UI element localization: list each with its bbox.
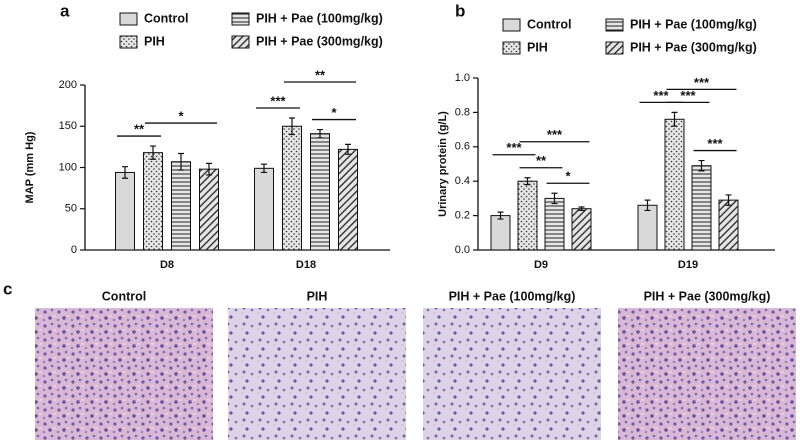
histology-image — [228, 308, 406, 440]
legend-swatch — [119, 35, 138, 49]
bar — [171, 161, 191, 251]
legend-label: PIH + Pae (100mg/kg) — [630, 17, 757, 31]
error-bar — [644, 199, 651, 212]
image-title: PIH + Pae (300mg/kg) — [644, 289, 771, 303]
histology-image — [35, 308, 213, 440]
x-tick-label: D8 — [160, 259, 174, 271]
significance-label: * — [178, 108, 184, 123]
y-tick-label: 100 — [59, 161, 77, 173]
error-bar — [551, 192, 558, 205]
significance-label: ** — [536, 153, 547, 168]
error-bar — [317, 128, 323, 139]
y-tick-label: 0.2 — [455, 210, 470, 222]
legend-swatch — [119, 12, 138, 26]
legend-swatch — [231, 35, 250, 49]
x-tick-label: D18 — [296, 259, 316, 271]
bar — [544, 197, 565, 251]
error-bar — [206, 162, 212, 176]
significance-label: *** — [680, 88, 696, 103]
y-axis-label: Urinary protein (g/L) — [437, 111, 449, 217]
error-bar — [524, 177, 531, 186]
y-axis-label: MAP (mm Hg) — [24, 131, 36, 203]
error-bar — [261, 163, 267, 174]
bar — [718, 199, 739, 251]
bar — [282, 125, 302, 251]
y-tick-label: 50 — [65, 203, 77, 215]
bar — [490, 215, 511, 251]
image-title: Control — [102, 289, 146, 303]
bar — [517, 180, 538, 251]
y-tick-label: 200 — [59, 79, 77, 91]
image-title: PIH — [307, 289, 328, 303]
legend-swatch — [231, 12, 250, 26]
legend-label: Control — [527, 17, 571, 31]
bar — [637, 204, 658, 251]
bar — [310, 133, 330, 251]
x-tick-label: D9 — [534, 259, 548, 271]
legend-label: PIH + Pae (300mg/kg) — [630, 40, 757, 54]
bar — [115, 171, 135, 251]
significance-label: *** — [653, 88, 669, 103]
error-bar — [122, 166, 128, 179]
bar — [254, 167, 274, 251]
y-tick-label: 0.0 — [455, 244, 470, 256]
legend-label: PIH + Pae (100mg/kg) — [256, 11, 383, 25]
error-bar — [178, 152, 184, 171]
legend-label: PIH — [144, 34, 165, 48]
x-tick-label: D19 — [678, 259, 698, 271]
y-tick-label: 0 — [71, 244, 77, 256]
bar — [338, 148, 358, 251]
bar — [664, 118, 685, 251]
bar — [199, 168, 219, 251]
legend-swatch — [605, 41, 624, 55]
panel-label: c — [3, 279, 12, 298]
panel-label: b — [455, 1, 465, 20]
legend-swatch — [605, 18, 624, 32]
error-bar — [150, 145, 156, 160]
image-title: PIH + Pae (100mg/kg) — [449, 289, 576, 303]
histology-image — [423, 308, 601, 440]
error-bar — [671, 111, 678, 127]
bar — [571, 208, 592, 251]
significance-label: ** — [315, 67, 326, 82]
significance-label: *** — [506, 140, 522, 155]
y-tick-label: 150 — [59, 120, 77, 132]
legend-label: Control — [144, 11, 188, 25]
histology-image — [618, 308, 796, 440]
y-tick-label: 0.6 — [455, 141, 470, 153]
error-bar — [289, 117, 295, 136]
significance-label: * — [331, 105, 337, 120]
panel-label: a — [60, 1, 70, 20]
significance-label: ** — [134, 121, 145, 136]
significance-label: *** — [694, 75, 710, 90]
legend-swatch — [502, 18, 521, 32]
y-tick-label: 1.0 — [455, 72, 470, 84]
error-bar — [725, 194, 732, 206]
error-bar — [698, 159, 705, 172]
significance-label: *** — [270, 93, 286, 108]
legend-swatch — [502, 41, 521, 55]
significance-label: * — [565, 169, 571, 184]
bar — [143, 152, 163, 251]
legend-label: PIH — [527, 40, 548, 54]
y-tick-label: 0.8 — [455, 106, 470, 118]
error-bar — [345, 143, 351, 155]
error-bar — [578, 206, 585, 212]
significance-label: *** — [547, 127, 563, 142]
legend-label: PIH + Pae (300mg/kg) — [256, 34, 383, 48]
bar — [691, 165, 712, 251]
significance-label: *** — [707, 136, 723, 151]
error-bar — [497, 211, 504, 220]
y-tick-label: 0.4 — [455, 175, 470, 187]
